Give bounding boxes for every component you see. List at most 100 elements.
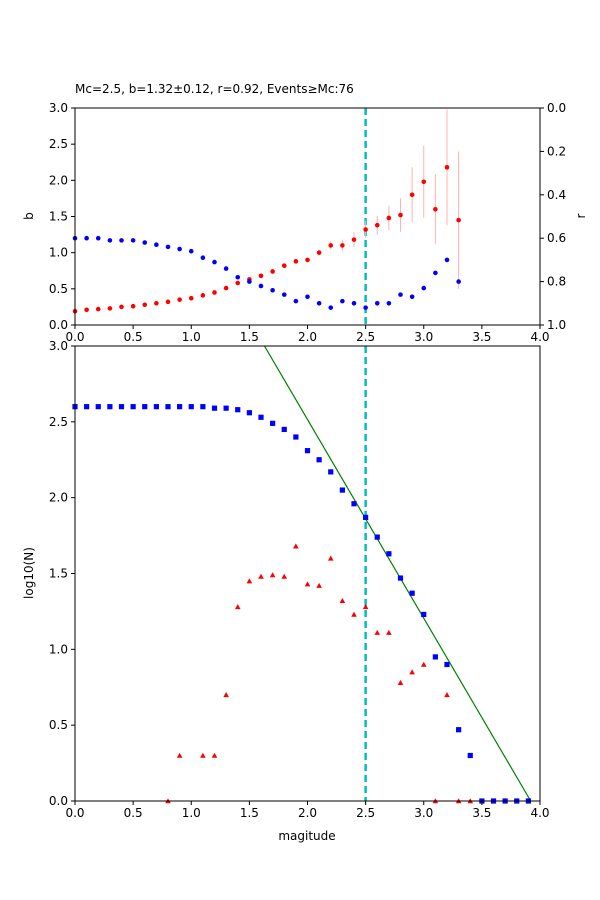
bottom-x-tick-label: 2.5 bbox=[356, 806, 375, 820]
b-value-point bbox=[340, 243, 345, 248]
r-value-point bbox=[188, 248, 194, 254]
r-value-point bbox=[281, 292, 287, 297]
top-x-tick-label: 0.5 bbox=[124, 330, 143, 344]
cumulative-point bbox=[339, 487, 345, 493]
b-value-point bbox=[409, 192, 415, 198]
b-value-point bbox=[212, 290, 217, 295]
cumulative-point bbox=[142, 404, 148, 410]
cumulative-point bbox=[444, 661, 450, 668]
non-cumulative-point bbox=[444, 692, 450, 698]
top-y-tick-label: 1.5 bbox=[49, 210, 68, 224]
top-x-tick-label: 2.0 bbox=[298, 330, 317, 344]
top-x-tick-label: 2.5 bbox=[356, 330, 375, 344]
bottom-y-tick-label: 2.5 bbox=[49, 415, 68, 429]
r-value-point bbox=[386, 301, 392, 306]
cumulative-point bbox=[200, 404, 206, 410]
top-y-tick-label: 3.0 bbox=[49, 101, 68, 115]
top-y-tick-label: 0.0 bbox=[49, 318, 68, 332]
r-value-point bbox=[374, 301, 380, 306]
top-y-axis-label-right: r bbox=[574, 213, 588, 218]
cumulative-point bbox=[177, 404, 183, 410]
cumulative-point bbox=[316, 457, 322, 463]
top-chart-title: Mc=2.5, b=1.32±0.12, r=0.92, Events≥Mc:7… bbox=[75, 82, 354, 96]
b-value-point bbox=[142, 302, 148, 308]
cumulative-point bbox=[235, 407, 241, 413]
top-y-tick-label: 2.0 bbox=[49, 173, 68, 187]
top-x-tick-label: 1.5 bbox=[240, 330, 259, 344]
non-cumulative-point bbox=[176, 752, 183, 758]
cumulative-point bbox=[153, 404, 159, 410]
cumulative-point bbox=[467, 752, 473, 759]
non-cumulative-point bbox=[374, 629, 381, 635]
b-value-point bbox=[235, 280, 241, 286]
r-value-point bbox=[258, 283, 264, 289]
non-cumulative-point bbox=[386, 629, 392, 635]
b-value-point bbox=[456, 217, 461, 223]
bottom-y-tick-label: 2.0 bbox=[49, 491, 68, 505]
bottom-y-tick-label: 3.0 bbox=[49, 339, 68, 353]
cumulative-point bbox=[328, 469, 334, 475]
r-value-point bbox=[165, 244, 171, 250]
b-value-point bbox=[188, 295, 194, 301]
b-value-point bbox=[119, 304, 124, 310]
top-y-tick-label: 2.5 bbox=[49, 137, 68, 151]
r-value-point bbox=[177, 246, 182, 252]
bottom-panel: 0.0 0.5 1.0 1.5 2.0 2.5 3.0 3.5 4.0 0.0 0.5 1.0 1.5… bbox=[22, 339, 550, 843]
cumulative-point bbox=[432, 654, 438, 660]
b-value-point bbox=[316, 250, 322, 255]
cumulative-point bbox=[409, 590, 415, 596]
cumulative-point bbox=[304, 448, 311, 454]
b-value-point bbox=[130, 303, 136, 309]
b-value-point bbox=[95, 306, 101, 312]
b-value-point bbox=[177, 297, 182, 302]
b-value-point bbox=[165, 299, 171, 305]
non-cumulative-point bbox=[211, 752, 218, 758]
top-y-axis-label: b bbox=[22, 212, 36, 220]
non-cumulative-point bbox=[351, 611, 357, 617]
bottom-y-axis-label: log10(N) bbox=[22, 547, 36, 599]
r-value-point bbox=[130, 238, 136, 243]
non-cumulative-point bbox=[316, 582, 322, 588]
cumulative-point bbox=[374, 534, 380, 540]
bottom-x-axis-label: magitude bbox=[278, 829, 335, 843]
r-value-point bbox=[200, 255, 206, 261]
cumulative-point bbox=[351, 501, 357, 507]
r-value-point bbox=[293, 298, 299, 304]
r-value-point bbox=[84, 235, 89, 241]
top-y-tick-label-right: 0.0 bbox=[547, 101, 566, 115]
top-y-tick-label-right: 0.4 bbox=[547, 188, 566, 202]
b-value-point bbox=[374, 222, 380, 228]
top-x-tick-label: 0.0 bbox=[65, 330, 84, 344]
b-value-point bbox=[398, 212, 403, 218]
b-value-point bbox=[258, 273, 264, 279]
r-value-point bbox=[340, 298, 345, 304]
cumulative-point bbox=[270, 420, 276, 426]
cumulative-point bbox=[281, 426, 287, 433]
r-value-point bbox=[119, 238, 124, 243]
r-value-point bbox=[433, 270, 438, 276]
cumulative-point bbox=[421, 611, 427, 618]
b-value-point bbox=[363, 227, 368, 232]
r-value-point bbox=[398, 292, 403, 297]
cumulative-point bbox=[246, 410, 252, 416]
bottom-x-tick-label: 0.5 bbox=[124, 806, 143, 820]
non-cumulative-point bbox=[281, 573, 288, 579]
r-value-point bbox=[107, 238, 113, 243]
top-x-tick-label: 3.5 bbox=[472, 330, 491, 344]
cumulative-point bbox=[118, 404, 125, 410]
r-value-point bbox=[316, 301, 322, 306]
top-y-tick-label: 0.5 bbox=[49, 282, 68, 296]
b-value-point bbox=[444, 165, 450, 170]
non-cumulative-point bbox=[269, 572, 276, 578]
r-value-point bbox=[409, 294, 415, 300]
r-value-point bbox=[421, 285, 427, 291]
cumulative-point bbox=[456, 727, 462, 733]
bottom-y-tick-label: 1.0 bbox=[49, 642, 68, 656]
r-value-point bbox=[142, 240, 148, 245]
r-value-point bbox=[456, 279, 461, 284]
non-cumulative-point bbox=[339, 598, 346, 604]
non-cumulative-point bbox=[362, 604, 369, 610]
cumulative-point bbox=[95, 404, 101, 410]
r-value-point bbox=[444, 257, 450, 263]
bottom-x-tick-label: 2.0 bbox=[298, 806, 317, 820]
